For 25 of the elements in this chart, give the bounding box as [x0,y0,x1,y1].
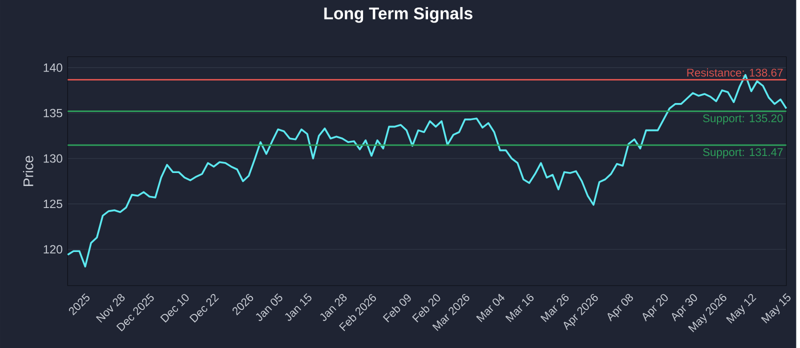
x-tick-label: May 15 [761,293,790,324]
x-tick-label: Jan 15 [285,293,312,321]
x-tick-label: Mar 26 [540,294,569,322]
x-tick-label: Apr 08 [608,294,633,322]
y-tick-label: 135 [44,108,62,118]
ref-line-label: Support: 135.20 [703,114,783,124]
x-tick-label: May 12 [726,294,756,324]
y-tick-label: 125 [44,200,62,208]
x-tick-label: Feb 09 [382,294,411,322]
ref-line-label: Resistance: 138.67 [687,68,783,76]
x-tick-label: Jan 28 [320,294,347,321]
y-tick-label: 140 [44,63,62,72]
x-tick-label: Jan 05 [256,293,282,321]
x-tick-label: Mar 16 [505,294,534,322]
ref-line-label: Support: 131.47 [703,148,783,158]
x-tick-label: Nov 28 [96,294,125,322]
x-tick-label: Mar 04 [476,294,505,322]
x-tick-label: Dec 22 [189,294,219,322]
x-tick-label: Apr 20 [642,294,668,322]
chart-title: Long Term Signals [324,6,472,23]
y-tick-label: 130 [44,154,62,163]
x-tick-label: Dec 10 [160,294,189,322]
y-tick-label: 120 [44,244,62,254]
y-axis-title: Price [23,156,34,186]
x-tick-label: Apr 30 [672,294,697,322]
